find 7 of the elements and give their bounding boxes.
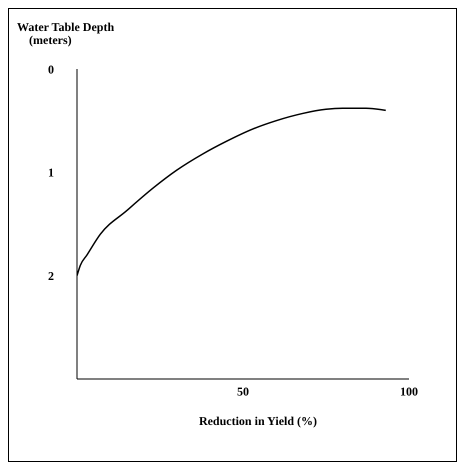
x-axis-title: Reduction in Yield (%) [198, 414, 318, 429]
y-tick-label: 0 [48, 62, 54, 76]
x-tick-label: 50 [237, 384, 249, 399]
y-tick-label: 1 [48, 166, 54, 180]
y-axis-title: Water Table Depth (meters) [17, 20, 114, 47]
y-tick-label: 2 [48, 268, 54, 283]
x-tick-label: 100 [400, 384, 418, 399]
